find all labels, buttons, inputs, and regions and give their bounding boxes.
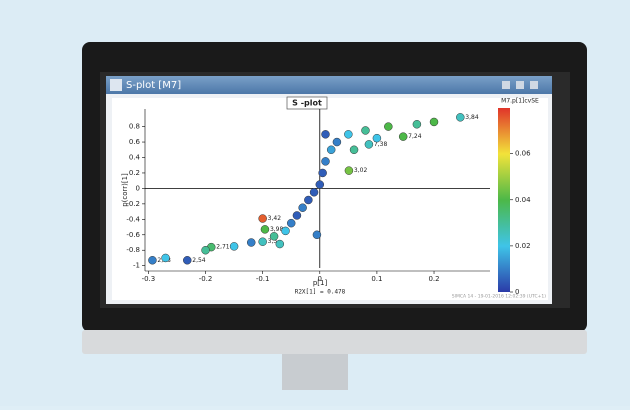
point-label: 3,84: [465, 114, 479, 121]
title-bar: [106, 76, 552, 94]
y-tick-label: -1: [133, 262, 140, 270]
point: [326, 145, 336, 155]
point: [318, 168, 327, 178]
point: [246, 238, 256, 247]
point: [298, 203, 307, 212]
point: [349, 145, 359, 155]
point: [398, 132, 408, 141]
point: [364, 140, 374, 149]
point: [260, 225, 270, 234]
y-tick-label: 0.6: [129, 138, 141, 146]
y-tick-label: 0.8: [129, 123, 140, 131]
point: [275, 239, 285, 249]
x-tick-label: 0.2: [428, 275, 439, 283]
footer: R2X[1] = 0.478: [295, 289, 346, 296]
point-label: 3,42: [268, 215, 282, 222]
point-label: 7,38: [374, 141, 388, 148]
point: [229, 242, 239, 251]
y-tick-label: -0.6: [126, 231, 140, 239]
point: [183, 256, 192, 265]
y-tick-label: 0.4: [129, 154, 141, 162]
point: [258, 214, 267, 223]
point: [161, 253, 170, 263]
chart-title: S -plot: [292, 99, 322, 108]
point: [321, 157, 330, 166]
colorbar-title: M7.p[1]cvSE: [501, 98, 539, 105]
monitor-neck: [282, 352, 348, 390]
point: [344, 166, 354, 175]
point: [281, 226, 290, 236]
y-tick-label: -0.2: [126, 200, 140, 208]
colorbar: [498, 108, 510, 292]
point: [456, 113, 465, 122]
point-label: 3,02: [354, 167, 368, 174]
point-label: 2,71: [216, 244, 230, 251]
y-tick-label: -0.4: [126, 215, 140, 223]
x-tick-label: -0.1: [256, 275, 270, 283]
maximize-button[interactable]: [516, 81, 524, 89]
point: [201, 245, 210, 255]
point: [372, 133, 382, 143]
point: [361, 126, 370, 135]
colorbar-tick-label: 0.02: [515, 242, 531, 250]
y-axis-label: p(corr)[1]: [121, 173, 129, 207]
y-tick-label: -0.8: [126, 246, 140, 254]
y-tick-label: 0: [136, 184, 140, 192]
monitor-chin: [82, 330, 587, 354]
point: [332, 137, 342, 147]
point: [304, 195, 313, 205]
point: [344, 130, 353, 139]
point-label: 3,3: [268, 238, 278, 245]
point: [312, 230, 322, 240]
colorbar-tick-label: 0.04: [515, 196, 531, 204]
point: [309, 188, 319, 197]
app-icon: [110, 79, 122, 91]
point: [148, 256, 157, 265]
x-tick-label: -0.2: [199, 275, 213, 283]
point: [258, 237, 267, 246]
point: [429, 117, 439, 127]
watermark: SIMCA 14 - 19-01-2016 12:02:39 (UTC+1): [452, 294, 546, 300]
colorbar-tick-label: 0.06: [515, 150, 531, 158]
minimize-button[interactable]: [502, 81, 510, 89]
point: [412, 120, 422, 129]
point-label: 3,98: [270, 226, 284, 233]
point: [384, 122, 393, 131]
close-button[interactable]: [530, 81, 538, 89]
point: [269, 232, 279, 241]
y-tick-label: 0.2: [129, 169, 140, 177]
x-tick-label: 0: [318, 275, 322, 283]
point-label: 2,54: [192, 257, 206, 264]
window-title: S-plot [M7]: [126, 80, 181, 91]
point: [292, 211, 302, 220]
x-tick-label: -0.3: [142, 275, 156, 283]
point: [321, 130, 330, 139]
point: [315, 180, 325, 189]
x-tick-label: 0.1: [371, 275, 382, 283]
colorbar-tick-label: 0: [515, 288, 519, 296]
point-label: 7,24: [408, 133, 422, 140]
x-axis-label: p[1]: [313, 279, 328, 287]
chart-title-box: [286, 96, 328, 110]
plot-panel: [112, 98, 548, 300]
point: [286, 218, 296, 228]
